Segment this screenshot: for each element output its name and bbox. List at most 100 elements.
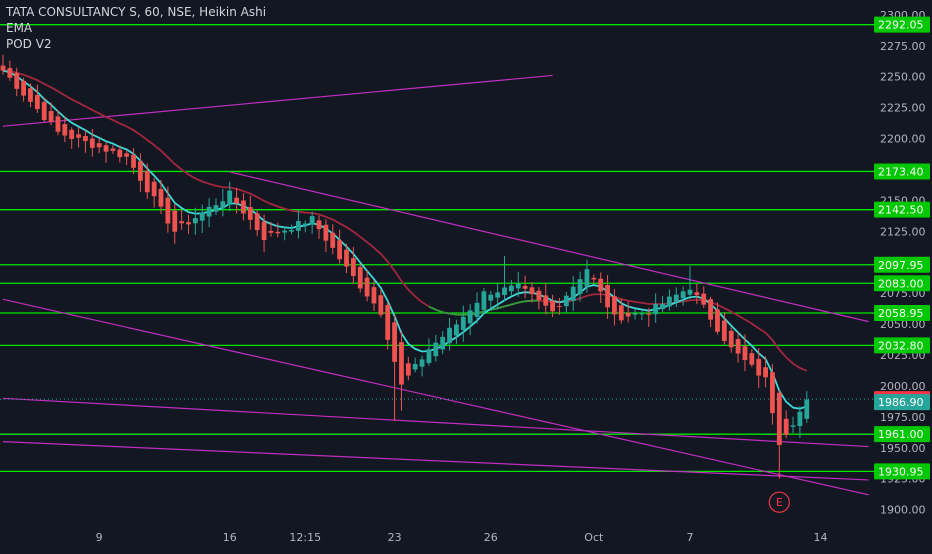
candle-body-64 (440, 336, 446, 350)
indicator-pod[interactable]: POD V2 (6, 37, 52, 51)
y-tick-1950.00: 1950.00 (880, 442, 926, 455)
candle-body-44 (302, 223, 308, 226)
y-tick-1975.00: 1975.00 (880, 411, 926, 424)
event-marker-circle (768, 491, 790, 513)
candle-body-59 (405, 363, 411, 376)
candle-body-24 (165, 197, 171, 224)
candle-body-75 (515, 283, 521, 289)
level-badge-5-bg (874, 305, 930, 322)
candle-body-101 (694, 292, 700, 296)
candle-body-15 (103, 145, 109, 152)
candle-body-117 (804, 399, 810, 419)
candle-body-115 (790, 425, 796, 427)
time-axis-bg (0, 522, 932, 550)
candle-body-77 (529, 287, 535, 295)
trendline-2 (2, 298, 869, 496)
candle-body-109 (749, 353, 755, 365)
candle-body-22 (151, 181, 157, 197)
candle-body-55 (378, 295, 384, 315)
trendline-3 (2, 397, 869, 448)
symbol-title[interactable]: TATA CONSULTANCY S, 60, NSE, Heikin Ashi (6, 5, 267, 19)
indicator-ema[interactable]: EMA (6, 21, 33, 35)
event-marker-label: E (776, 496, 783, 509)
candle-body-74 (508, 285, 514, 292)
candle-body-38 (261, 221, 267, 241)
candle-body-50 (344, 249, 349, 267)
candle-body-87 (598, 278, 604, 292)
x-tick-23: 23 (388, 531, 402, 544)
candle-body-3 (21, 80, 27, 96)
candle-body-66 (454, 324, 459, 336)
candle-body-97 (666, 296, 672, 307)
candle-body-106 (728, 330, 734, 348)
level-badge-2-bg (874, 201, 930, 218)
candle-body-63 (433, 342, 439, 357)
candle-body-53 (364, 277, 370, 297)
candle-body-11 (76, 134, 81, 138)
candle-body-51 (350, 258, 356, 276)
y-tick-2000.00: 2000.00 (880, 380, 926, 393)
y-tick-2225.00: 2225.00 (880, 102, 926, 115)
candle-body-46 (316, 220, 322, 230)
level-badge-8: 1930.95 (878, 465, 924, 478)
candle-body-49 (337, 240, 343, 260)
candle-body-62 (426, 349, 432, 364)
candle-body-90 (618, 305, 624, 321)
level-badge-0-bg (874, 16, 930, 33)
candle-body-93 (639, 313, 645, 315)
candle-body-20 (138, 161, 143, 181)
candle-body-116 (797, 411, 803, 427)
candle-body-58 (399, 342, 404, 385)
candle-body-57 (392, 322, 397, 362)
candle-body-96 (660, 303, 665, 310)
candle-body-0 (0, 65, 6, 71)
level-badge-1-bg (874, 163, 930, 180)
candle-body-94 (646, 313, 652, 315)
candle-body-81 (557, 305, 562, 307)
candle-body-107 (735, 339, 741, 354)
candle-body-114 (783, 418, 789, 435)
candle-body-60 (412, 364, 418, 370)
candle-body-27 (186, 222, 191, 225)
y-tick-2125.00: 2125.00 (880, 225, 926, 238)
candle-body-70 (481, 291, 487, 310)
candle-body-113 (776, 392, 782, 446)
candle-body-2 (14, 72, 20, 89)
level-badge-8-bg (874, 463, 930, 480)
candle-body-40 (275, 231, 281, 234)
candle-body-65 (447, 327, 452, 344)
candle-body-8 (55, 116, 61, 132)
candle-body-68 (467, 310, 473, 324)
level-badge-5: 2058.95 (878, 307, 924, 320)
candle-body-80 (550, 300, 555, 312)
price-axis-bg (876, 0, 932, 550)
candle-body-13 (89, 138, 95, 148)
candle-body-31 (213, 205, 219, 212)
candle-body-7 (48, 111, 54, 122)
candle-body-4 (28, 88, 33, 102)
candle-body-73 (502, 287, 507, 296)
candle-body-71 (488, 294, 494, 301)
x-tick-14: 14 (814, 531, 828, 544)
candle-body-79 (543, 295, 549, 306)
x-tick-7: 7 (687, 531, 694, 544)
y-tick-2275.00: 2275.00 (880, 40, 926, 53)
candle-body-86 (591, 277, 597, 280)
level-badge-3: 2097.95 (878, 259, 924, 272)
candle-body-102 (701, 293, 707, 305)
candle-body-32 (220, 201, 226, 209)
candle-body-72 (495, 292, 501, 298)
candle-body-108 (742, 346, 748, 361)
candle-body-103 (708, 299, 714, 320)
candle-body-33 (227, 190, 233, 205)
candle-body-9 (62, 124, 68, 136)
candle-body-29 (199, 212, 205, 221)
level-badge-6: 2032.80 (878, 339, 924, 352)
candle-body-111 (763, 367, 768, 378)
candle-body-47 (323, 224, 329, 241)
candle-body-56 (385, 305, 391, 340)
candle-body-28 (192, 217, 198, 224)
